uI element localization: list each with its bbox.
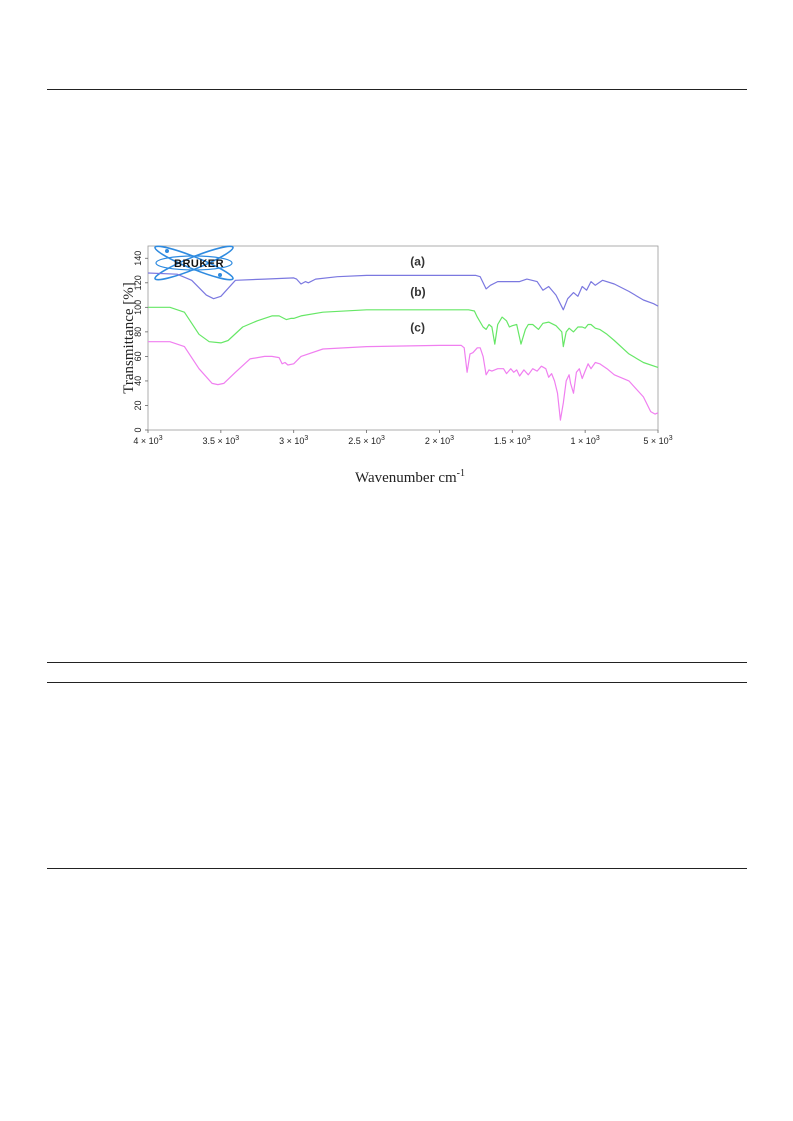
x-tick-mantissa: 3.5 × 10 xyxy=(203,436,236,446)
x-tick-exponent: 3 xyxy=(235,435,239,442)
y-tick-label: 100 xyxy=(133,300,143,315)
table-top-rule xyxy=(47,662,747,663)
y-tick-label: 0 xyxy=(133,427,143,432)
x-tick-mantissa: 5 × 10 xyxy=(643,436,668,446)
x-tick-mantissa: 2.5 × 10 xyxy=(348,436,381,446)
series-line-2 xyxy=(148,306,659,368)
series-line-1 xyxy=(147,272,659,311)
x-tick-mantissa: 1 × 10 xyxy=(571,436,596,446)
x-tick-label: 1.5 × 103 xyxy=(494,435,531,446)
x-tick-label: 2.5 × 103 xyxy=(348,435,385,446)
x-tick-mantissa: 3 × 10 xyxy=(279,436,304,446)
x-tick-exponent: 3 xyxy=(381,435,385,442)
bruker-logo-text: BRUKER xyxy=(174,258,224,270)
bruker-logo: BRUKER xyxy=(154,245,234,281)
x-tick-label: 3.5 × 103 xyxy=(203,435,240,446)
x-tick-mantissa: 2 × 10 xyxy=(425,436,450,446)
x-axis-title-exponent: -1 xyxy=(457,468,465,479)
x-tick-exponent: 3 xyxy=(596,435,600,442)
x-tick-mantissa: 4 × 10 xyxy=(133,436,158,446)
y-axis-title: Transmittance [%] xyxy=(121,282,137,394)
x-axis-title-text: Wavenumber cm xyxy=(355,470,457,486)
y-tick-label: 20 xyxy=(133,400,143,410)
series-label-3: (c) xyxy=(410,320,425,334)
y-tick-label: 120 xyxy=(133,275,143,290)
x-tick-label: 5 × 103 xyxy=(643,435,672,446)
table-header-rule xyxy=(47,682,747,683)
x-tick-exponent: 3 xyxy=(450,435,454,442)
table-bottom-rule xyxy=(47,868,747,869)
y-tick-label: 140 xyxy=(133,251,143,266)
x-tick-exponent: 3 xyxy=(527,435,531,442)
plot-frame xyxy=(147,245,659,431)
x-tick-exponent: 3 xyxy=(304,435,308,442)
x-tick-mantissa: 1.5 × 10 xyxy=(494,436,527,446)
x-tick-label: 1 × 103 xyxy=(571,435,600,446)
y-tick-label: 40 xyxy=(133,376,143,386)
series-label-2: (b) xyxy=(410,285,425,299)
header-rule xyxy=(47,89,747,90)
ftir-spectrum-figure: BRUKER 0 20 40 60 80 100 120 140 4 × 103 3.5 × 1… xyxy=(110,236,690,496)
x-axis-title: Wavenumber cm-1 xyxy=(355,468,465,486)
series-line-3 xyxy=(148,341,659,421)
x-tick-label: 3 × 103 xyxy=(279,435,308,446)
x-tick-label: 4 × 103 xyxy=(133,435,162,446)
x-tick-exponent: 3 xyxy=(159,435,163,442)
y-tick-label: 80 xyxy=(133,327,143,337)
x-tick-label: 2 × 103 xyxy=(425,435,454,446)
y-tick-label: 60 xyxy=(133,351,143,361)
series-label-1: (a) xyxy=(410,254,425,268)
x-tick-exponent: 3 xyxy=(669,435,673,442)
